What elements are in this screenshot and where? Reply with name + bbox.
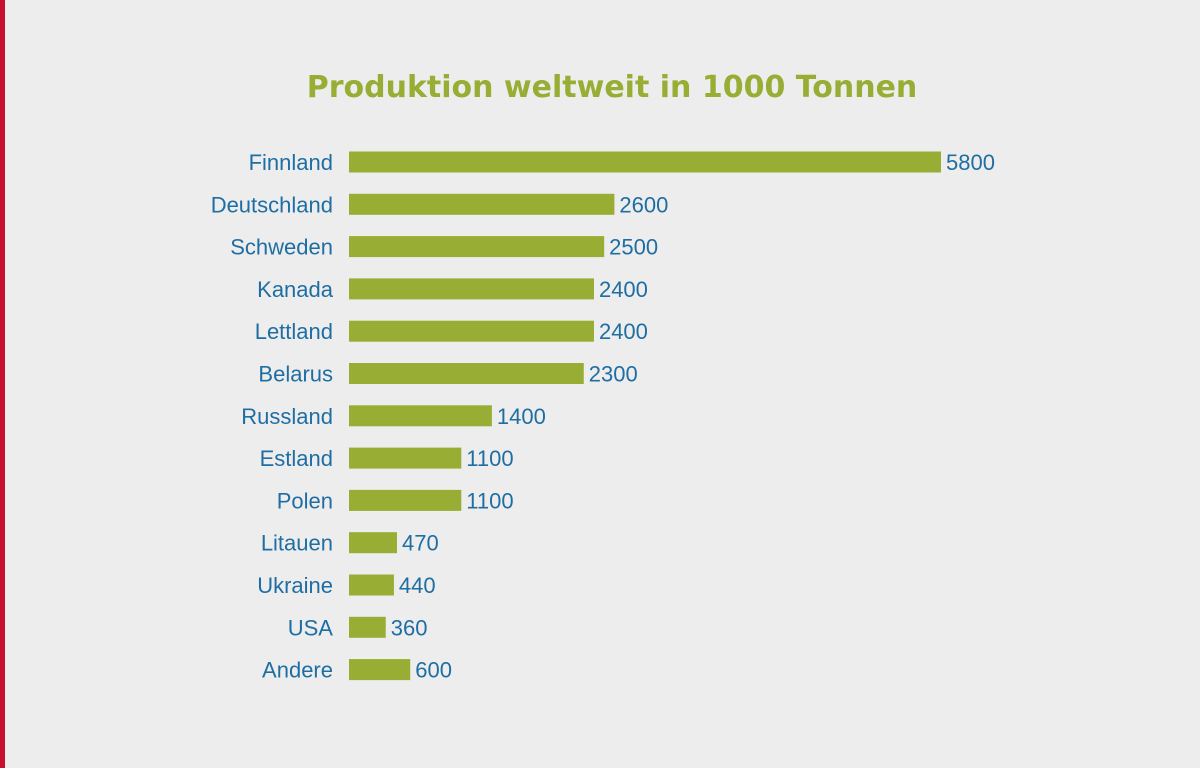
value-label: 1100 bbox=[466, 488, 513, 513]
category-label: Andere bbox=[262, 658, 333, 683]
bar bbox=[349, 489, 462, 511]
bar bbox=[349, 363, 584, 384]
bars-layer: Finnland 5800 Deutschland 2600 Schweden 2500 K… bbox=[211, 150, 995, 683]
category-label: Ukraine bbox=[257, 573, 333, 598]
category-label: Lettland bbox=[255, 319, 333, 344]
value-label: 2400 bbox=[599, 277, 648, 302]
value-label: 2500 bbox=[609, 235, 658, 260]
category-label: Schweden bbox=[230, 235, 333, 260]
bar bbox=[349, 278, 594, 300]
left-accent-border bbox=[0, 0, 5, 768]
category-label: Finnland bbox=[249, 150, 333, 175]
value-label: 470 bbox=[402, 531, 439, 556]
bar bbox=[349, 616, 386, 638]
bar bbox=[349, 659, 411, 681]
value-label: 5800 bbox=[946, 150, 995, 175]
bar bbox=[349, 532, 397, 554]
bar bbox=[349, 320, 594, 342]
bar bbox=[349, 193, 615, 215]
category-label: Russland bbox=[241, 404, 333, 429]
value-label: 440 bbox=[399, 573, 436, 598]
value-label: 1100 bbox=[466, 446, 513, 471]
category-label: Belarus bbox=[258, 362, 333, 387]
bar bbox=[349, 151, 941, 173]
value-label: 1400 bbox=[497, 404, 546, 429]
chart-title: Produktion weltweit in 1000 Tonnen bbox=[307, 70, 918, 105]
value-label: 600 bbox=[415, 658, 452, 683]
category-label: Kanada bbox=[257, 277, 334, 302]
category-label: Polen bbox=[277, 488, 333, 513]
category-label: Estland bbox=[260, 446, 333, 471]
value-label: 2300 bbox=[589, 362, 638, 387]
value-label: 2600 bbox=[619, 192, 668, 217]
bar bbox=[349, 447, 462, 469]
category-label: USA bbox=[288, 615, 334, 640]
category-label: Deutschland bbox=[211, 192, 333, 217]
value-label: 360 bbox=[391, 615, 428, 640]
value-label: 2400 bbox=[599, 319, 648, 344]
bar bbox=[349, 405, 492, 427]
category-label: Litauen bbox=[261, 531, 333, 556]
bar bbox=[349, 574, 394, 596]
bar bbox=[349, 236, 605, 258]
